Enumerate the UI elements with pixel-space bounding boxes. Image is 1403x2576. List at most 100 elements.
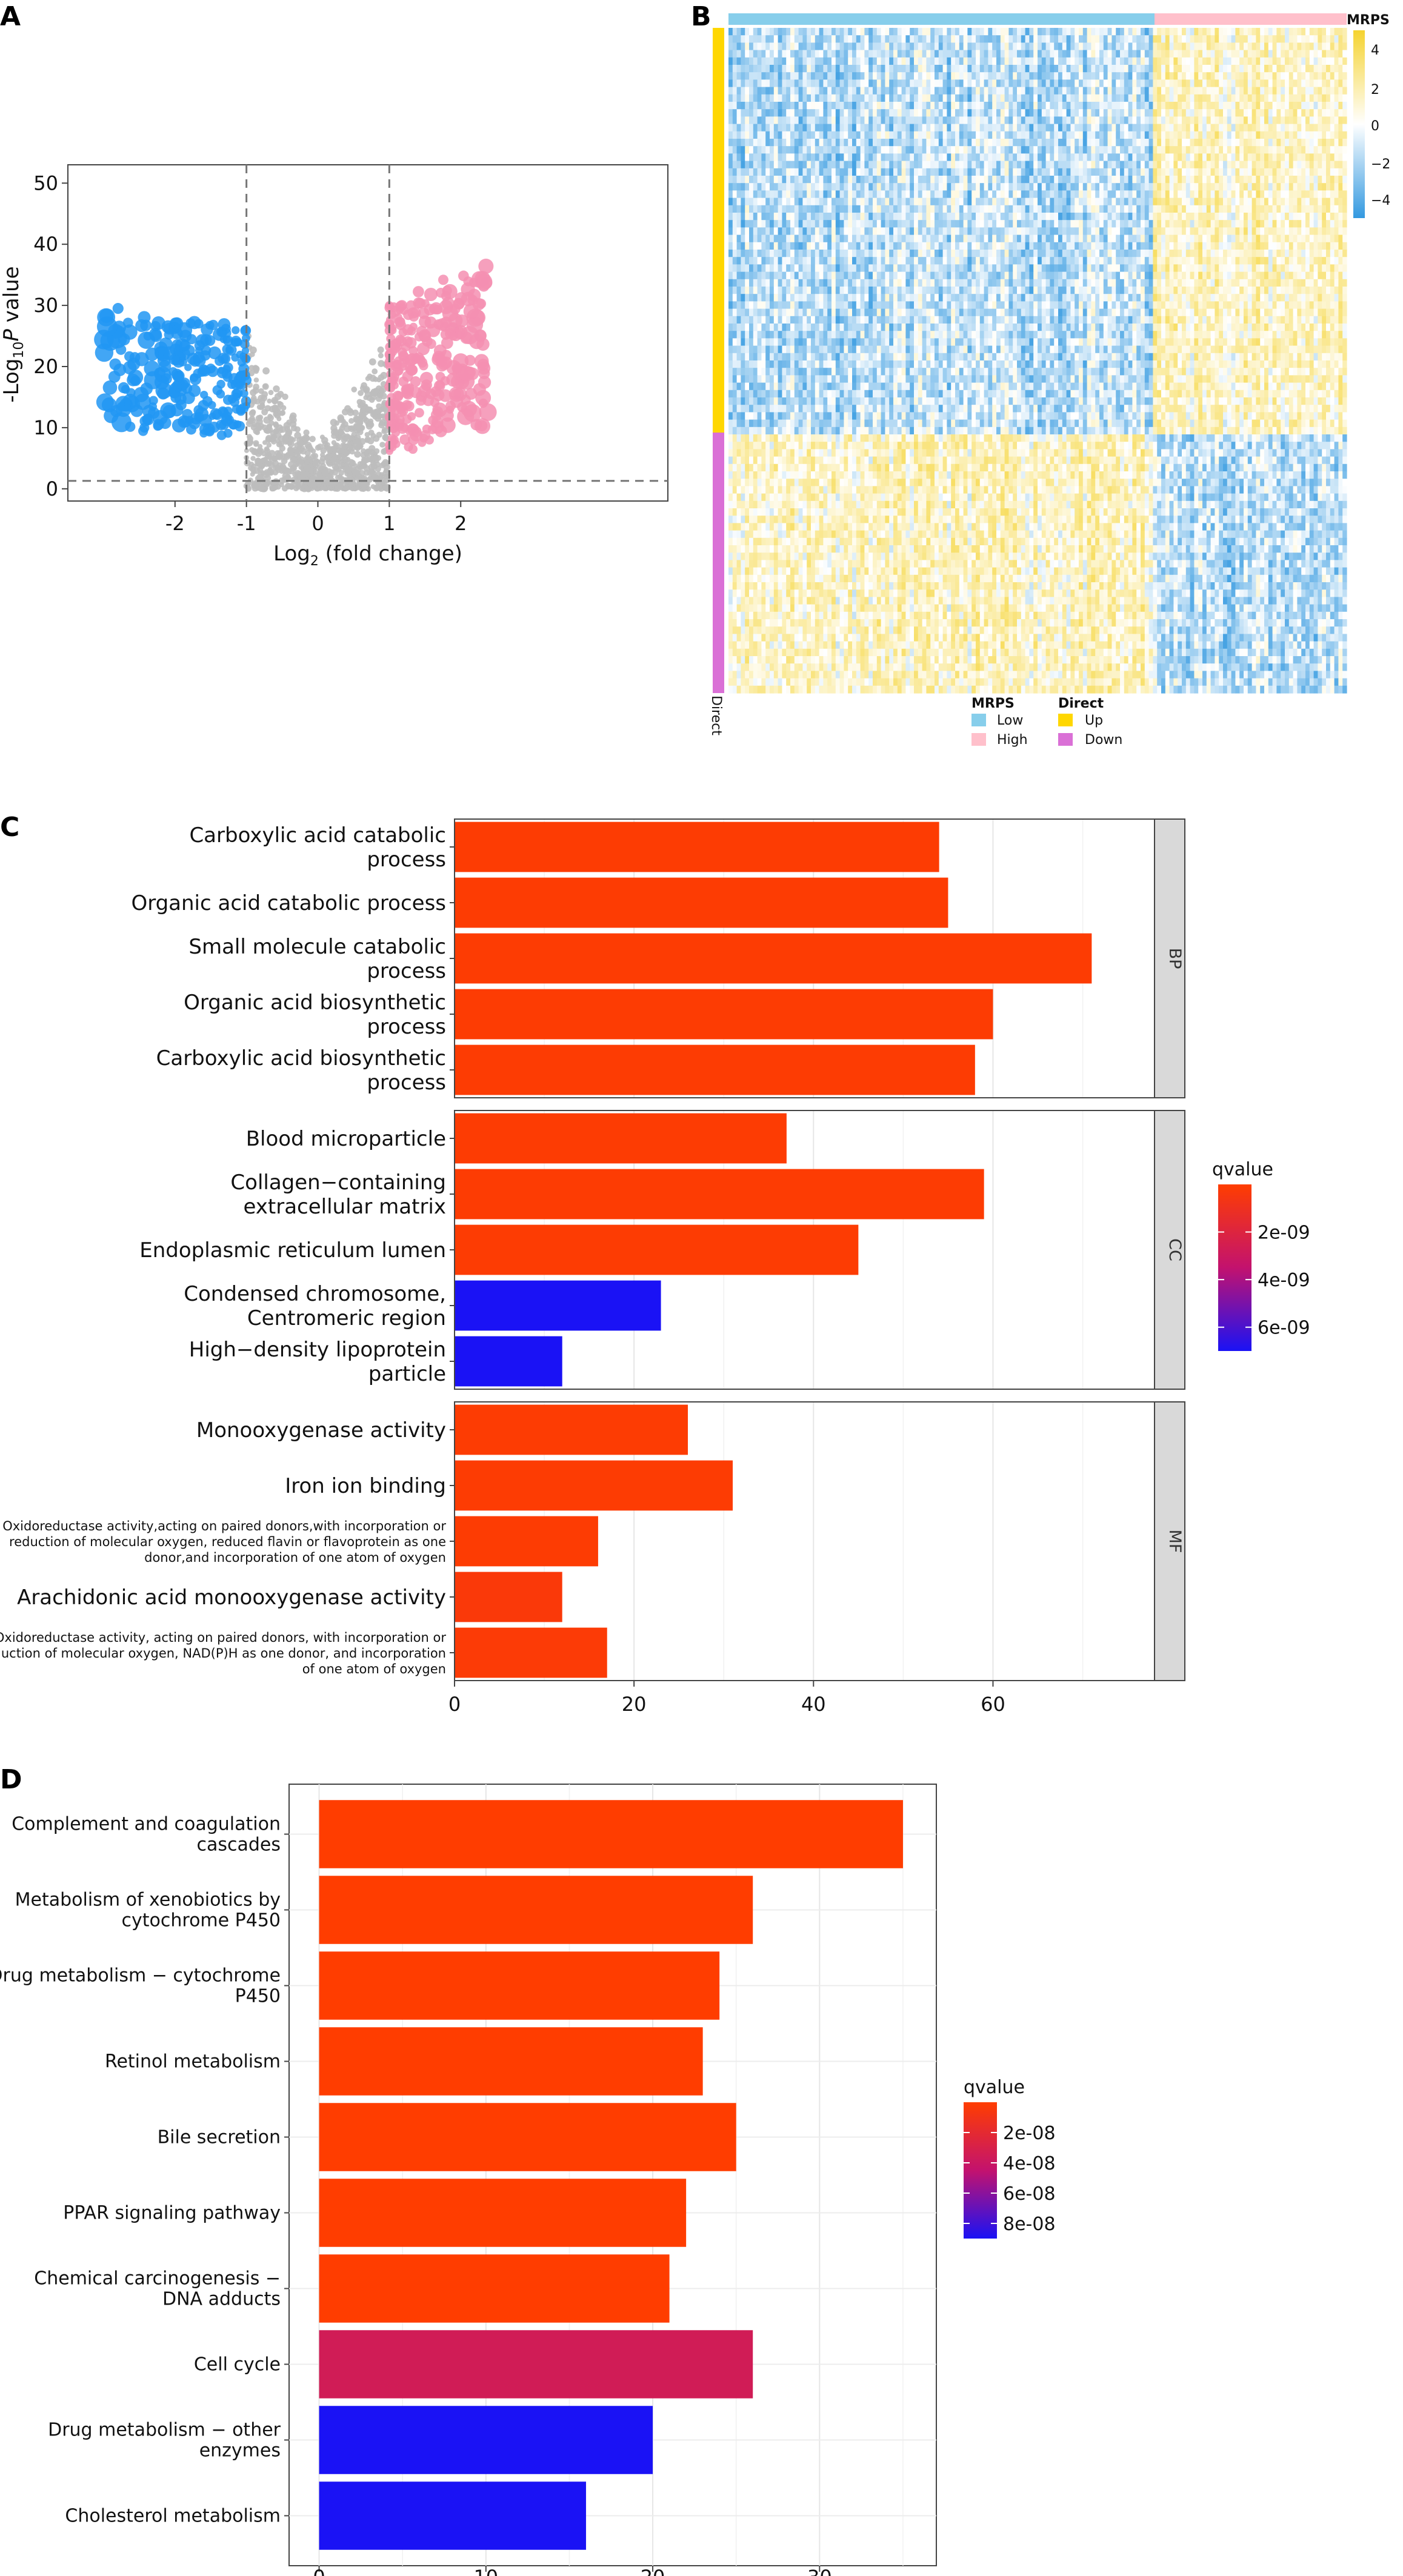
heatmap-cell <box>736 131 741 139</box>
heatmap-cell <box>811 198 816 206</box>
heatmap-cell <box>918 79 923 88</box>
heatmap-cell <box>1210 79 1215 88</box>
heatmap-cell <box>1342 131 1347 139</box>
heatmap-cell <box>873 168 878 176</box>
heatmap-cell <box>979 131 985 139</box>
up-point <box>479 403 497 421</box>
heatmap-cell <box>1251 72 1256 80</box>
heatmap-cell <box>926 65 931 73</box>
heatmap-cell <box>947 168 951 176</box>
heatmap-cell <box>1095 42 1100 51</box>
heatmap-cell <box>922 57 927 65</box>
heatmap-cell <box>1045 131 1050 139</box>
heatmap-cell <box>1169 161 1174 169</box>
heatmap-cell <box>1045 79 1050 88</box>
heatmap-cell <box>1033 72 1038 80</box>
heatmap-cell <box>778 131 782 139</box>
heatmap-cell <box>1107 131 1112 139</box>
heatmap-cell <box>1272 87 1277 95</box>
heatmap-cell <box>930 116 935 125</box>
heatmap-cell <box>1099 161 1104 169</box>
heatmap-cell <box>786 57 791 65</box>
heatmap-cell <box>947 79 951 88</box>
heatmap-cell <box>1326 87 1331 95</box>
heatmap-cell <box>1235 87 1240 95</box>
heatmap-cell <box>848 79 853 88</box>
heatmap-cell <box>967 124 972 132</box>
x-tick-label: -2 <box>165 512 185 535</box>
heatmap-cell <box>918 50 923 58</box>
heatmap-cell <box>1153 176 1158 184</box>
heatmap-cell <box>905 124 910 132</box>
heatmap-cell <box>1045 102 1050 110</box>
heatmap-cell <box>811 72 816 80</box>
heatmap-cell <box>848 124 853 132</box>
heatmap-cell <box>728 79 733 88</box>
heatmap-cell <box>1297 50 1302 58</box>
heatmap-cell <box>1066 153 1071 162</box>
heatmap-cell <box>1050 57 1055 65</box>
heatmap-cell <box>839 116 844 125</box>
heatmap-cell <box>1054 183 1059 191</box>
heatmap-cell <box>831 109 836 117</box>
heatmap-cell <box>955 79 960 88</box>
heatmap-cell <box>844 28 848 36</box>
heatmap-cell <box>741 198 745 206</box>
heatmap-cell <box>1173 183 1178 191</box>
heatmap-cell <box>1144 131 1150 139</box>
heatmap-cell <box>1281 168 1285 176</box>
heatmap-cell <box>1000 57 1005 65</box>
heatmap-cell <box>1239 153 1244 162</box>
heatmap-cell <box>1000 79 1005 88</box>
heatmap-cell <box>1178 42 1182 51</box>
heatmap-cell <box>876 87 882 95</box>
heatmap-cell <box>930 146 935 154</box>
heatmap-cell <box>1062 50 1067 58</box>
heatmap-cell <box>889 42 894 51</box>
heatmap-cell <box>901 153 906 162</box>
heatmap-cell <box>1128 124 1133 132</box>
heatmap-cell <box>1054 102 1059 110</box>
heatmap-cell <box>942 176 947 184</box>
heatmap-cell <box>823 35 828 43</box>
down-point <box>194 319 204 329</box>
heatmap-cell <box>1194 139 1199 147</box>
heatmap-cell <box>992 183 997 191</box>
heatmap-cell <box>1111 183 1116 191</box>
heatmap-cell <box>1107 161 1112 169</box>
heatmap-cell <box>984 131 988 139</box>
ns-point <box>343 485 349 491</box>
heatmap-cell <box>1004 35 1009 43</box>
heatmap-cell <box>905 57 910 65</box>
heatmap-cell <box>1004 161 1009 169</box>
heatmap-cell <box>881 109 885 117</box>
ns-point <box>378 360 385 367</box>
heatmap-cell <box>1075 183 1079 191</box>
heatmap-cell <box>1075 87 1079 95</box>
ns-point <box>382 435 389 442</box>
heatmap-cell <box>802 124 807 132</box>
heatmap-cell <box>1326 116 1331 125</box>
heatmap-cell <box>967 35 972 43</box>
heatmap-cell <box>1087 57 1091 65</box>
heatmap-cell <box>1082 65 1088 73</box>
heatmap-cell <box>1157 146 1162 154</box>
heatmap-cell <box>1231 146 1236 154</box>
ns-point <box>262 383 269 390</box>
heatmap-cell <box>827 176 832 184</box>
heatmap-cell <box>1272 50 1277 58</box>
heatmap-cell <box>856 42 861 51</box>
heatmap-cell <box>1107 102 1112 110</box>
heatmap-cell <box>1075 42 1079 51</box>
heatmap-cell <box>852 79 857 88</box>
heatmap-cell <box>790 94 795 102</box>
heatmap-cell <box>868 109 873 117</box>
heatmap-cell <box>1293 161 1298 169</box>
heatmap-cell <box>1124 139 1129 147</box>
heatmap-cell <box>1025 124 1030 132</box>
heatmap-cell <box>1099 35 1104 43</box>
heatmap-cell <box>914 161 919 169</box>
heatmap-cell <box>1260 65 1265 73</box>
heatmap-cell <box>1322 116 1327 125</box>
ns-point <box>372 368 378 374</box>
